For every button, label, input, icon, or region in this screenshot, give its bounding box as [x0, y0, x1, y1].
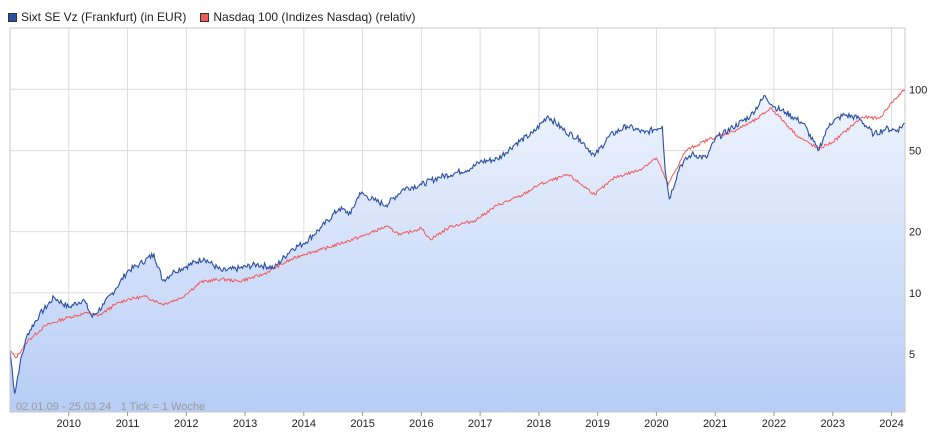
y-tick-label-100: 100 [909, 84, 927, 96]
x-tick-label-2020: 2020 [644, 418, 668, 430]
legend-label-nasdaq: Nasdaq 100 (Indizes Nasdaq) (relativ) [213, 10, 416, 24]
x-tick-label-2012: 2012 [174, 418, 198, 430]
x-tick-label-2023: 2023 [820, 418, 844, 430]
legend-swatch-sixt [8, 12, 17, 22]
x-tick-label-2014: 2014 [292, 418, 316, 430]
series-layer [9, 89, 906, 412]
x-tick-label-2017: 2017 [468, 418, 492, 430]
y-tick-label-5: 5 [909, 349, 915, 361]
nasdaq-line [9, 89, 906, 359]
legend-label-sixt: Sixt SE Vz (Frankfurt) (in EUR) [21, 10, 187, 24]
x-tick-label-2019: 2019 [585, 418, 609, 430]
y-tick-label-20: 20 [909, 227, 921, 239]
axis-labels: 5 10 20 50 100 2010 2011 2012 2013 2014 2015 2016 20… [57, 84, 928, 430]
x-tick-label-2010: 2010 [57, 418, 81, 430]
x-tick-label-2016: 2016 [409, 418, 433, 430]
x-tick-label-2022: 2022 [762, 418, 786, 430]
plot-frame [9, 27, 906, 413]
x-tick-label-2013: 2013 [233, 418, 257, 430]
date-range-footer: 02.01.09 - 25.03.24 1 Tick = 1 Woche [16, 401, 205, 413]
y-tick-label-50: 50 [909, 146, 921, 158]
chart-legend: Sixt SE Vz (Frankfurt) (in EUR) Nasdaq 1… [8, 8, 429, 26]
sixt-area-fill [10, 95, 905, 412]
x-tick-label-2024: 2024 [879, 418, 903, 430]
sixt-line [9, 95, 906, 394]
x-tick-label-2015: 2015 [350, 418, 374, 430]
x-tick-label-2021: 2021 [703, 418, 727, 430]
x-tick-label-2011: 2011 [116, 418, 140, 430]
x-tick-label-2018: 2018 [527, 418, 551, 430]
y-tick-label-10: 10 [909, 288, 921, 300]
legend-item-nasdaq[interactable]: Nasdaq 100 (Indizes Nasdaq) (relativ) [200, 10, 415, 24]
legend-item-sixt[interactable]: Sixt SE Vz (Frankfurt) (in EUR) [8, 10, 186, 24]
legend-swatch-nasdaq [200, 12, 210, 22]
